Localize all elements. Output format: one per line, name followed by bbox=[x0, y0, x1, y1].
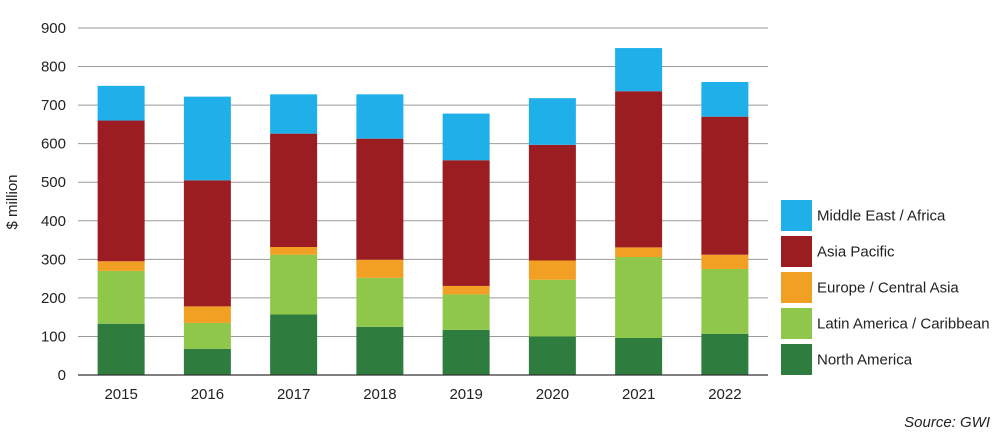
y-tick-label: 700 bbox=[41, 97, 66, 114]
bar-2021-north-america bbox=[615, 337, 663, 375]
bar-2018-latin-america-caribbean bbox=[356, 277, 404, 327]
y-tick-label: 100 bbox=[41, 328, 66, 345]
bar-2016-north-america bbox=[183, 348, 231, 375]
y-axis-ticks: 0 100 200 300 400 500 600 700 800 900 bbox=[41, 20, 66, 384]
bar-2022-middle-east-africa bbox=[701, 81, 749, 117]
x-tick-label: 2017 bbox=[277, 386, 310, 403]
y-tick-label: 400 bbox=[41, 213, 66, 230]
source-note: Source: GWI bbox=[904, 414, 990, 431]
bar-2020-europe-central-asia bbox=[528, 260, 576, 280]
y-tick-label: 500 bbox=[41, 174, 66, 191]
bar-2022-europe-central-asia bbox=[701, 254, 749, 269]
bar-2015-middle-east-africa bbox=[97, 85, 145, 121]
gridlines bbox=[78, 27, 768, 337]
bar-2020-asia-pacific bbox=[528, 144, 576, 261]
bar-2018-north-america bbox=[356, 326, 404, 375]
bar-2018-asia-pacific bbox=[356, 138, 404, 260]
y-tick-label: 800 bbox=[41, 59, 66, 76]
bar-2021-asia-pacific bbox=[615, 91, 663, 248]
legend: Middle East / Africa Asia Pacific Europe /… bbox=[781, 200, 990, 375]
legend-swatch bbox=[781, 200, 812, 231]
legend-label: North America bbox=[817, 352, 913, 369]
bar-2017-europe-central-asia bbox=[270, 246, 318, 255]
legend-label: Asia Pacific bbox=[817, 244, 895, 261]
bar-2016-europe-central-asia bbox=[183, 306, 231, 323]
x-tick-label: 2016 bbox=[191, 386, 224, 403]
bar-2015-latin-america-caribbean bbox=[97, 270, 145, 324]
legend-label: Europe / Central Asia bbox=[817, 280, 959, 297]
bar-2021-middle-east-africa bbox=[615, 48, 663, 92]
bar-2015-asia-pacific bbox=[97, 120, 145, 262]
bar-2019-middle-east-africa bbox=[442, 113, 490, 161]
legend-swatch bbox=[781, 236, 812, 267]
bar-2018-middle-east-africa bbox=[356, 94, 404, 139]
bar-2019-europe-central-asia bbox=[442, 285, 490, 295]
bar-2021-europe-central-asia bbox=[615, 247, 663, 258]
bar-2017-north-america bbox=[270, 314, 318, 375]
y-tick-label: 600 bbox=[41, 136, 66, 153]
x-tick-label: 2020 bbox=[536, 386, 569, 403]
x-tick-label: 2022 bbox=[708, 386, 741, 403]
x-tick-label: 2019 bbox=[449, 386, 482, 403]
y-axis-label: $ million bbox=[4, 174, 21, 229]
bar-2020-middle-east-africa bbox=[528, 98, 576, 145]
bar-2015-north-america bbox=[97, 323, 145, 375]
x-tick-label: 2018 bbox=[363, 386, 396, 403]
y-tick-label: 300 bbox=[41, 251, 66, 268]
bar-2017-latin-america-caribbean bbox=[270, 254, 318, 315]
bar-2020-latin-america-caribbean bbox=[528, 279, 576, 337]
legend-label: Latin America / Caribbean bbox=[817, 316, 990, 333]
bar-2021-latin-america-caribbean bbox=[615, 257, 663, 338]
bar-2022-latin-america-caribbean bbox=[701, 268, 749, 334]
y-tick-label: 200 bbox=[41, 290, 66, 307]
y-tick-label: 0 bbox=[58, 367, 66, 384]
legend-label: Middle East / Africa bbox=[817, 208, 946, 225]
bar-2019-latin-america-caribbean bbox=[442, 294, 490, 330]
bar-2019-north-america bbox=[442, 329, 490, 375]
x-tick-label: 2015 bbox=[104, 386, 137, 403]
bar-2022-north-america bbox=[701, 333, 749, 375]
bar-2018-europe-central-asia bbox=[356, 259, 404, 278]
bar-2017-asia-pacific bbox=[270, 133, 318, 247]
bar-2017-middle-east-africa bbox=[270, 94, 318, 134]
bar-2019-asia-pacific bbox=[442, 160, 490, 286]
legend-swatch bbox=[781, 272, 812, 303]
y-tick-label: 900 bbox=[41, 20, 66, 37]
bar-2020-north-america bbox=[528, 336, 576, 375]
bar-2022-asia-pacific bbox=[701, 116, 749, 255]
bar-2015-europe-central-asia bbox=[97, 261, 145, 271]
bar-2016-middle-east-africa bbox=[183, 96, 231, 181]
bar-2016-asia-pacific bbox=[183, 180, 231, 307]
bars bbox=[97, 48, 749, 375]
legend-swatch bbox=[781, 308, 812, 339]
bar-2016-latin-america-caribbean bbox=[183, 322, 231, 349]
x-axis-ticks: 2015 2016 2017 2018 2019 2020 2021 2022 bbox=[104, 386, 741, 403]
x-tick-label: 2021 bbox=[622, 386, 655, 403]
legend-swatch bbox=[781, 344, 812, 375]
